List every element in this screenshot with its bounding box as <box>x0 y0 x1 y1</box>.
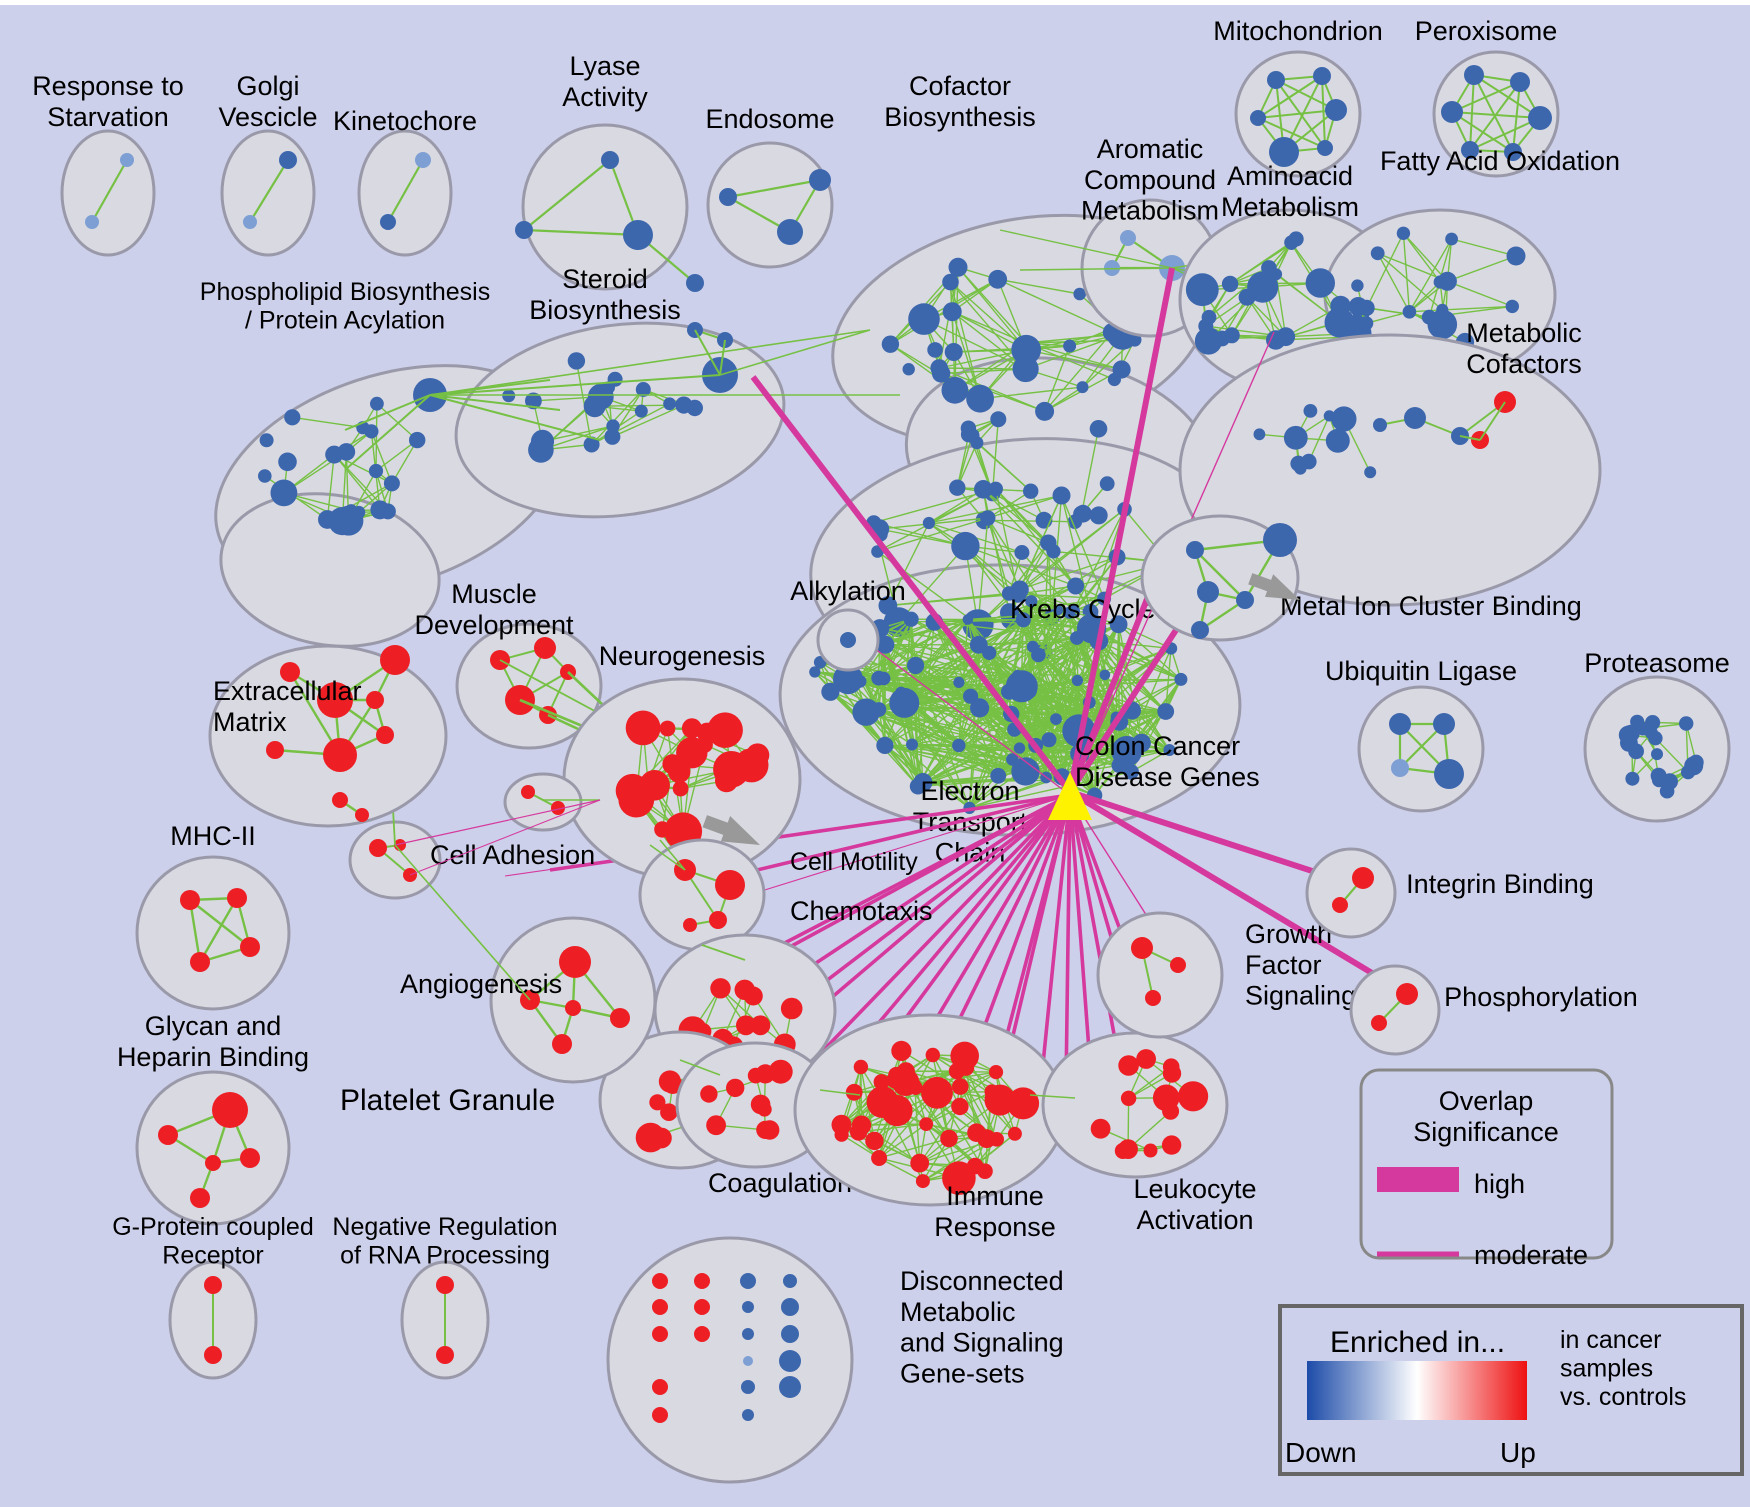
svg-text:high: high <box>1474 1169 1525 1199</box>
svg-text:Phosphorylation: Phosphorylation <box>1444 982 1638 1012</box>
svg-text:Angiogenesis: Angiogenesis <box>400 969 562 999</box>
svg-text:Chemotaxis: Chemotaxis <box>790 896 933 926</box>
svg-text:Fatty Acid Oxidation: Fatty Acid Oxidation <box>1380 146 1620 176</box>
svg-text:Enriched in...: Enriched in... <box>1330 1326 1505 1359</box>
svg-text:Alkylation: Alkylation <box>790 576 906 606</box>
svg-text:Neurogenesis: Neurogenesis <box>599 641 766 671</box>
svg-text:Cell Motility: Cell Motility <box>790 848 918 876</box>
svg-text:Integrin Binding: Integrin Binding <box>1406 869 1594 899</box>
svg-text:Ubiquitin Ligase: Ubiquitin Ligase <box>1325 656 1517 686</box>
svg-text:Proteasome: Proteasome <box>1584 648 1730 678</box>
svg-text:Down: Down <box>1285 1437 1357 1468</box>
svg-text:moderate: moderate <box>1474 1240 1588 1270</box>
svg-text:Mitochondrion: Mitochondrion <box>1213 16 1383 46</box>
svg-text:Up: Up <box>1500 1437 1536 1468</box>
svg-text:Platelet Granule: Platelet Granule <box>340 1084 555 1117</box>
svg-text:Peroxisome: Peroxisome <box>1415 16 1558 46</box>
svg-text:MHC-II: MHC-II <box>170 821 255 851</box>
svg-text:Endosome: Endosome <box>705 104 834 134</box>
svg-text:Krebs Cycle: Krebs Cycle <box>1010 594 1156 624</box>
svg-text:Kinetochore: Kinetochore <box>333 106 477 136</box>
svg-text:Cell Adhesion: Cell Adhesion <box>430 840 595 870</box>
svg-text:Metal Ion Cluster Binding: Metal Ion Cluster Binding <box>1280 591 1582 621</box>
